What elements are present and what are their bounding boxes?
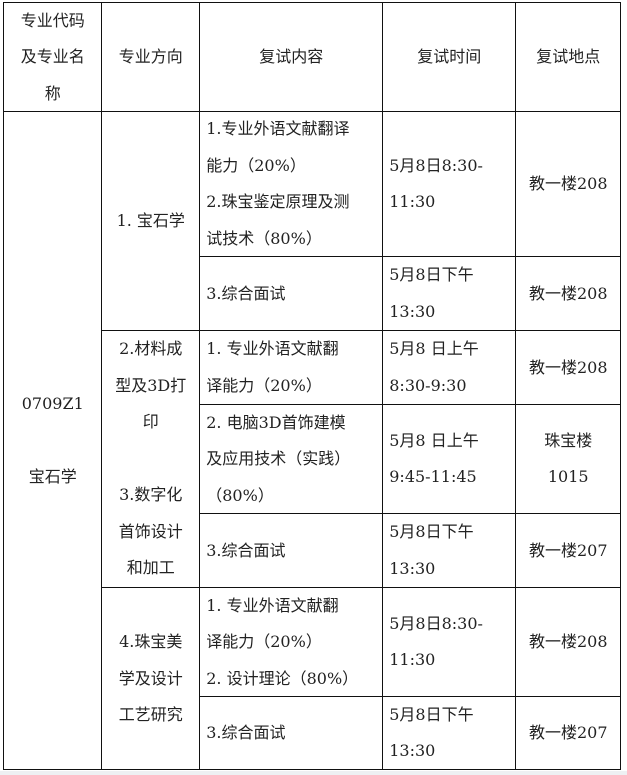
direction-cell: 1. 宝石学 [101,111,201,332]
location-cell: 教一楼207 [515,513,622,589]
header-direction: 专业方向 [101,2,201,113]
location-cell: 教一楼208 [515,330,622,406]
content-cell: 1. 专业外语文献翻 译能力（20%） [199,330,384,406]
content-cell: 2. 电脑3D首饰建模 及应用技术（实践） （80%） [199,404,384,515]
location-cell: 教一楼208 [515,256,622,332]
header-content: 复试内容 [199,2,384,113]
time-cell: 5月8日下午 13:30 [382,513,517,589]
header-time: 复试时间 [382,2,517,113]
direction-cell: 2.材料成 型及3D打 印 3.数字化 首饰设计 和加工 [101,330,201,589]
content-cell: 1. 专业外语文献翻 译能力（20%） 2. 设计理论（80%） [199,587,384,698]
time-cell: 5月8日下午 13:30 [382,256,517,332]
major-code-name: 0709Z1 宝石学 [3,111,103,771]
content-cell: 3.综合面试 [199,696,384,771]
time-cell: 5月8日8:30- 11:30 [382,111,517,258]
location-cell: 珠宝楼 1015 [515,404,622,515]
header-location: 复试地点 [515,2,622,113]
content-cell: 1.专业外语文献翻译 能力（20%） 2.珠宝鉴定原理及测 试技术（80%） [199,111,384,258]
location-cell: 教一楼207 [515,696,622,771]
time-cell: 5月8日8:30- 11:30 [382,587,517,698]
page-bottom-strip [0,771,627,775]
location-cell: 教一楼208 [515,587,622,698]
header-major: 专业代码 及专业名 称 [3,2,103,113]
time-cell: 5月8 日上午 9:45-11:45 [382,404,517,515]
time-cell: 5月8日下午 13:30 [382,696,517,771]
direction-cell: 4.珠宝美 学及设计 工艺研究 [101,587,201,771]
location-cell: 教一楼208 [515,111,622,258]
time-cell: 5月8 日上午 8:30-9:30 [382,330,517,406]
content-cell: 3.综合面试 [199,256,384,332]
content-cell: 3.综合面试 [199,513,384,589]
